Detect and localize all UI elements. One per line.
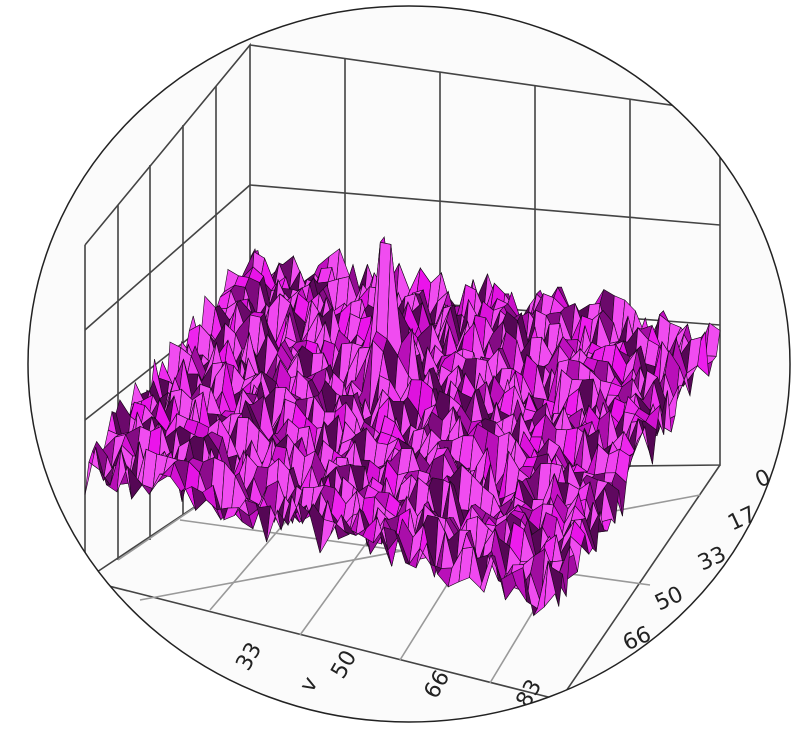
left-wall-edge: [84, 42, 251, 581]
surface-facet: [543, 560, 560, 608]
surface: [84, 235, 721, 617]
lens-border: [27, 5, 791, 723]
grid-line: [84, 184, 251, 331]
grid-line: [249, 184, 721, 226]
